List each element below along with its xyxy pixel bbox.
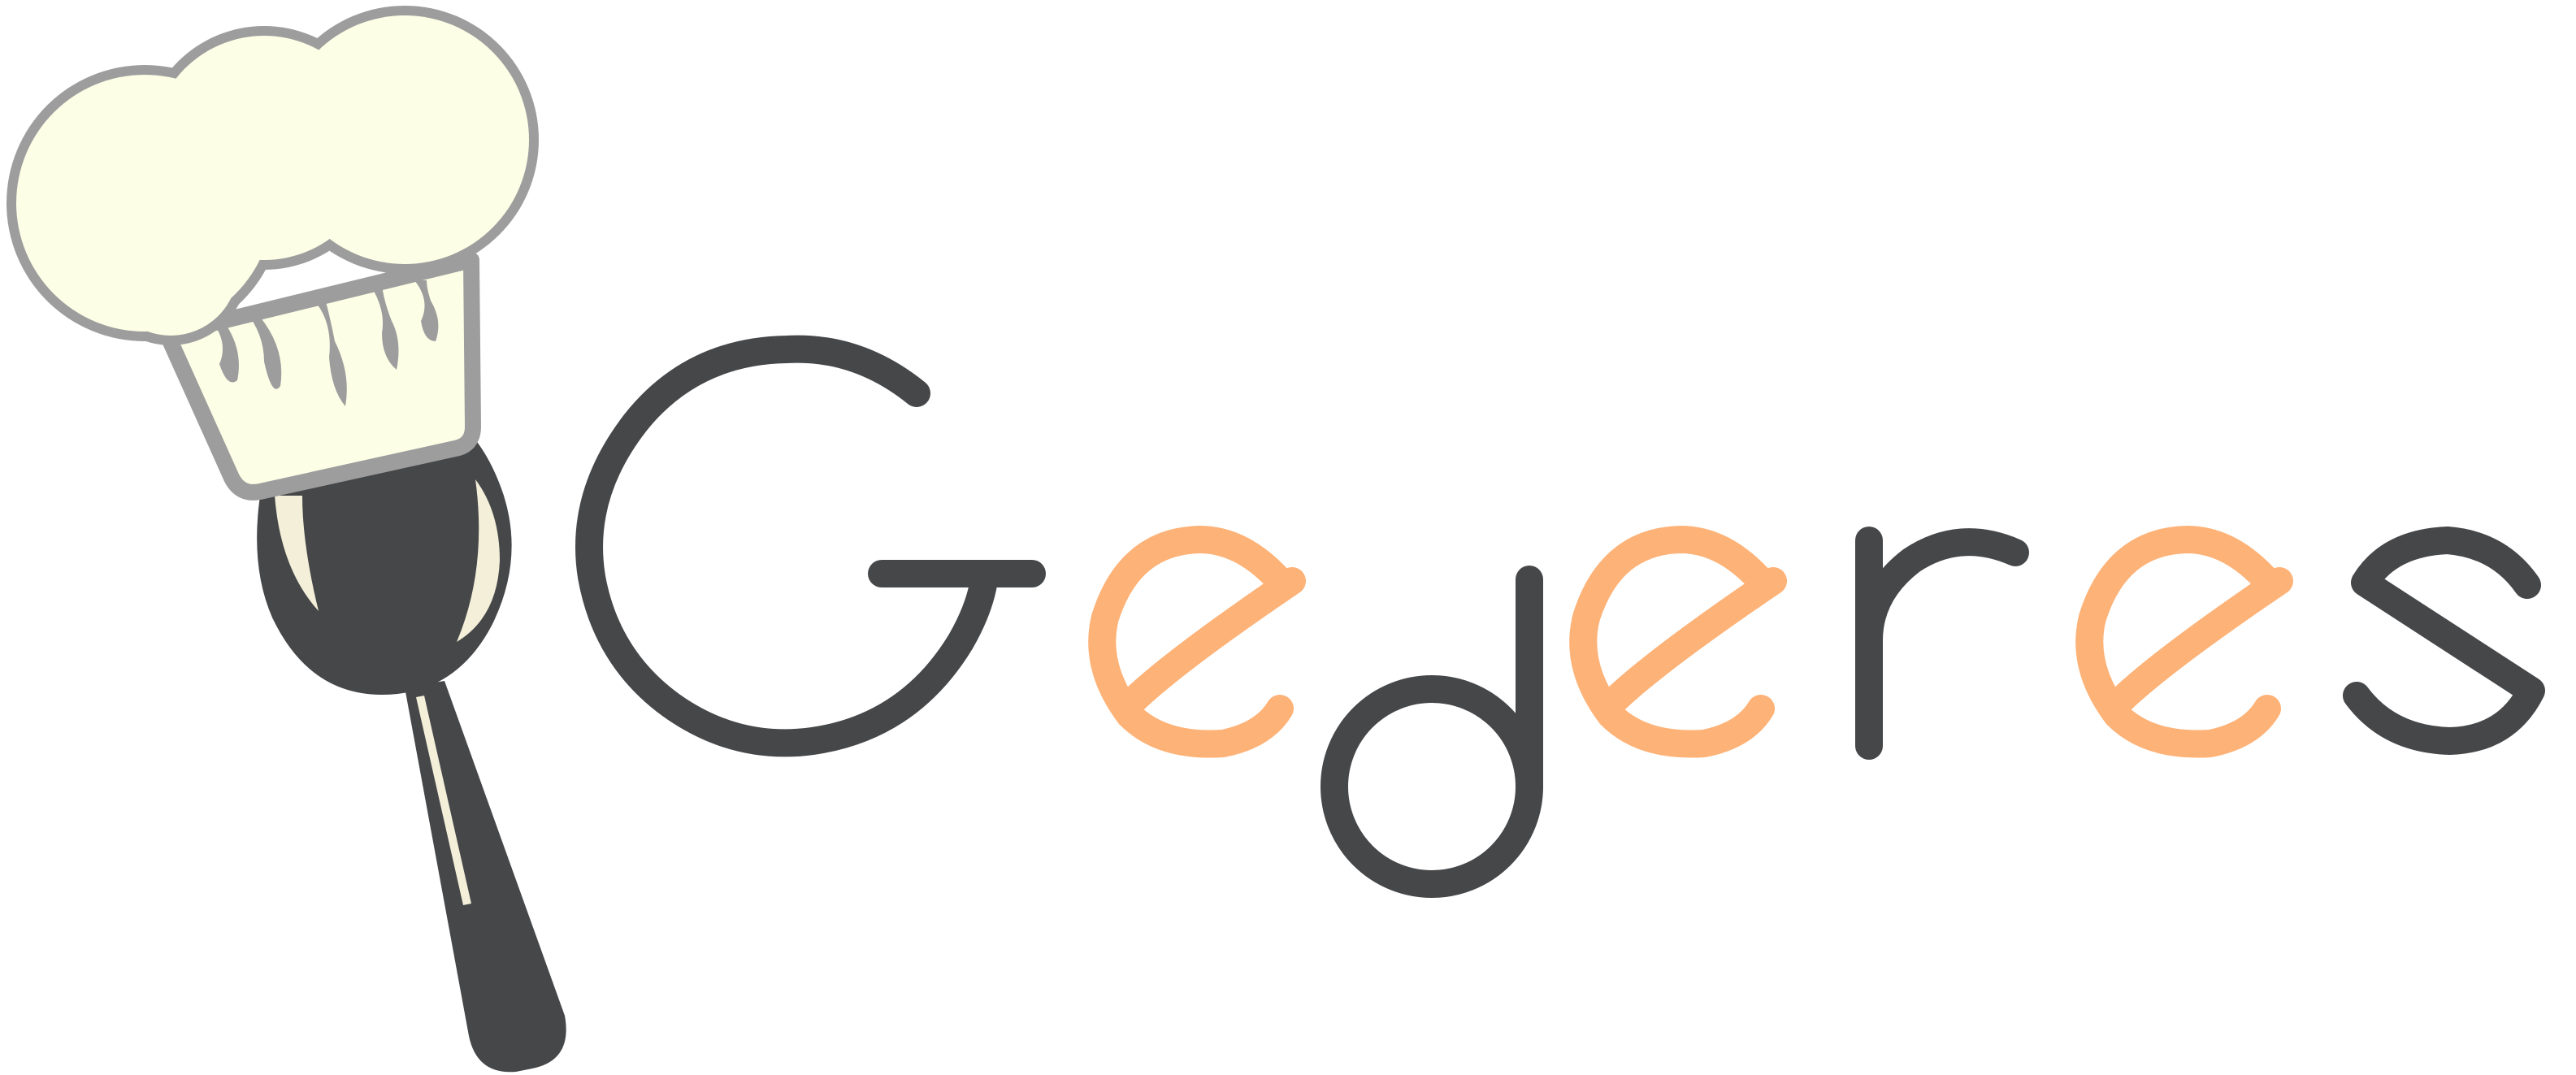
letter-e-3 [2075,526,2293,758]
chef-hat-puffs [7,6,539,345]
wordmark [575,335,2545,898]
spoon-bowl-highlight-left [275,496,319,611]
letter-e-2 [1569,526,1787,758]
letter-d [1321,566,1543,898]
letter-e-1 [1088,526,1306,758]
spoon-bowl [257,423,512,695]
chef-hat-spoon-icon [7,6,566,1073]
chef-hat-band [158,252,481,501]
spoon-handle-highlight [416,696,471,905]
letter-s [2343,527,2545,755]
letter-r [1855,527,2029,760]
spoon-handle [405,681,566,1073]
spoon-bowl-highlight-right [457,479,500,642]
chef-hat-pleats [210,280,439,406]
letter-G [575,335,1046,757]
